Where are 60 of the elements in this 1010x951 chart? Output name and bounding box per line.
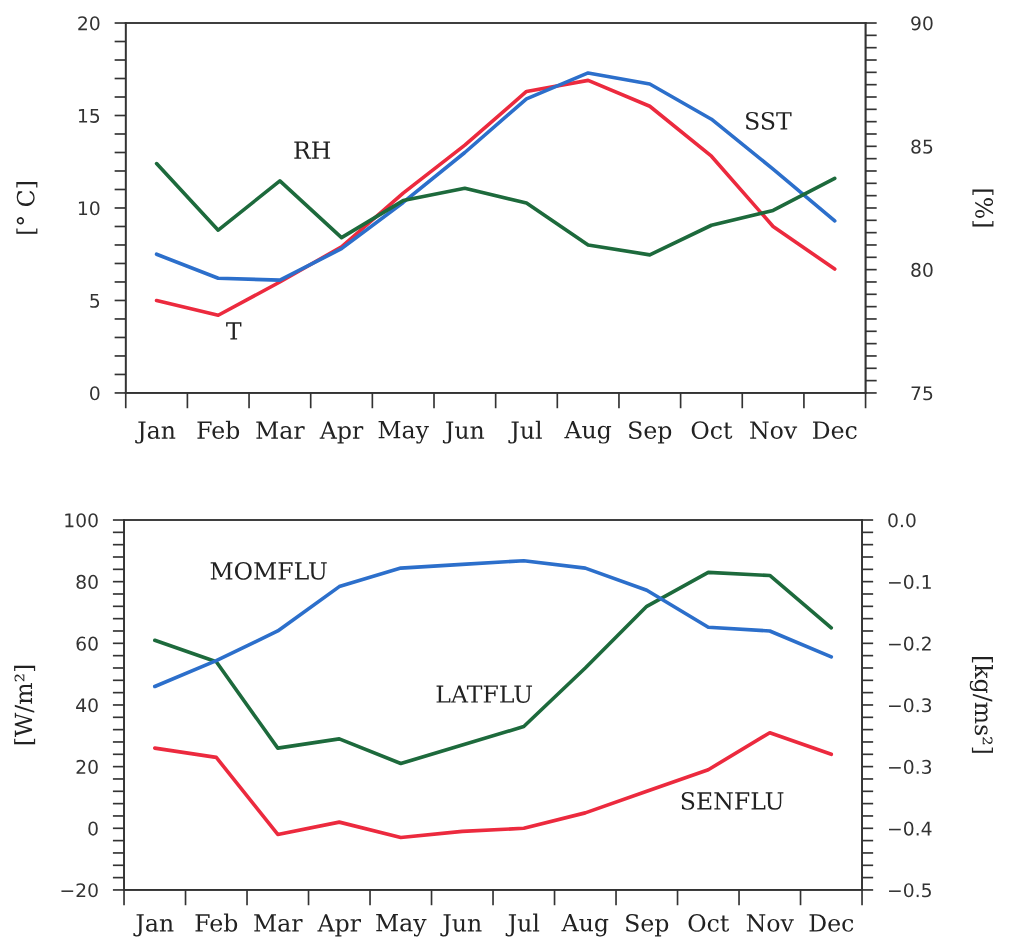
- y-tick-label: −20: [61, 883, 98, 898]
- x-tick-label: Nov: [750, 421, 798, 440]
- y-tick-label: 40: [76, 698, 98, 713]
- y-tick-label: 15: [78, 108, 100, 123]
- series-label: RH: [294, 141, 331, 159]
- x-tick-label: Oct: [688, 913, 730, 932]
- line-series: [152, 730, 834, 840]
- y-tick-label: 60: [76, 636, 98, 651]
- y2-tick-label: −0.5: [889, 883, 931, 898]
- y-tick-label: 0: [90, 386, 100, 401]
- y2-tick-label: −0.2: [889, 636, 931, 651]
- series-label: T: [226, 322, 242, 340]
- x-tick-label: Jun: [442, 421, 485, 444]
- x-tick-label: Feb: [195, 913, 238, 932]
- y2-tick-label: −0.1: [889, 574, 931, 590]
- series-label: LATFLU: [436, 685, 533, 703]
- y2-tick-label: 85: [911, 139, 933, 154]
- x-tick-label: Oct: [691, 421, 733, 440]
- x-tick-label: Jul: [505, 913, 540, 937]
- x-tick-label: Feb: [197, 420, 240, 440]
- x-tick-label: Jun: [440, 914, 482, 937]
- y2-tick-label: 75: [911, 386, 933, 401]
- y-tick-label: 10: [78, 201, 100, 216]
- x-tick-label: Sep: [629, 421, 672, 444]
- x-tick-label: Jan: [133, 914, 174, 937]
- series-label: SST: [746, 111, 792, 130]
- x-tick-label: Aug: [561, 913, 609, 937]
- x-tick-label: Apr: [319, 421, 364, 444]
- x-tick-label: Aug: [564, 421, 612, 444]
- y2-tick-label: 0.0: [888, 513, 916, 528]
- y-tick-label: 100: [65, 513, 98, 528]
- line-series: [154, 161, 837, 257]
- x-tick-label: May: [376, 913, 427, 937]
- y-tick-label: 20: [78, 16, 100, 31]
- y2-tick-label: −0.4: [889, 821, 932, 836]
- x-tick-label: Mar: [256, 421, 305, 440]
- x-tick-label: Dec: [809, 914, 854, 932]
- y2-tick-label: 90: [911, 16, 933, 31]
- y2-axis-title: [%]: [972, 189, 994, 227]
- y-tick-label: 20: [76, 759, 98, 775]
- x-tick-label: Nov: [746, 914, 794, 932]
- line-series: [154, 71, 837, 282]
- y-tick-label: 5: [90, 293, 100, 308]
- y-axis-title: [W/m²]: [14, 665, 36, 745]
- y-axis-title: [° C]: [16, 182, 38, 234]
- x-tick-label: Jul: [508, 420, 542, 444]
- x-tick-label: May: [378, 421, 429, 444]
- y2-tick-label: −0.3: [889, 698, 932, 713]
- series-label: MOMFLU: [210, 561, 327, 580]
- x-tick-label: Jan: [135, 421, 176, 444]
- y-tick-label: 80: [76, 574, 98, 590]
- y2-tick-label: 80: [911, 262, 933, 278]
- x-tick-label: Sep: [626, 913, 669, 937]
- x-tick-label: Dec: [812, 421, 857, 440]
- y2-tick-label: −0.3: [889, 759, 932, 774]
- y-tick-label: 0: [88, 821, 98, 836]
- y2-axis-title: [kg/ms²]: [969, 657, 993, 753]
- x-tick-label: Apr: [317, 914, 362, 937]
- series-label: SENFLU: [681, 792, 784, 810]
- x-tick-label: Mar: [254, 914, 303, 932]
